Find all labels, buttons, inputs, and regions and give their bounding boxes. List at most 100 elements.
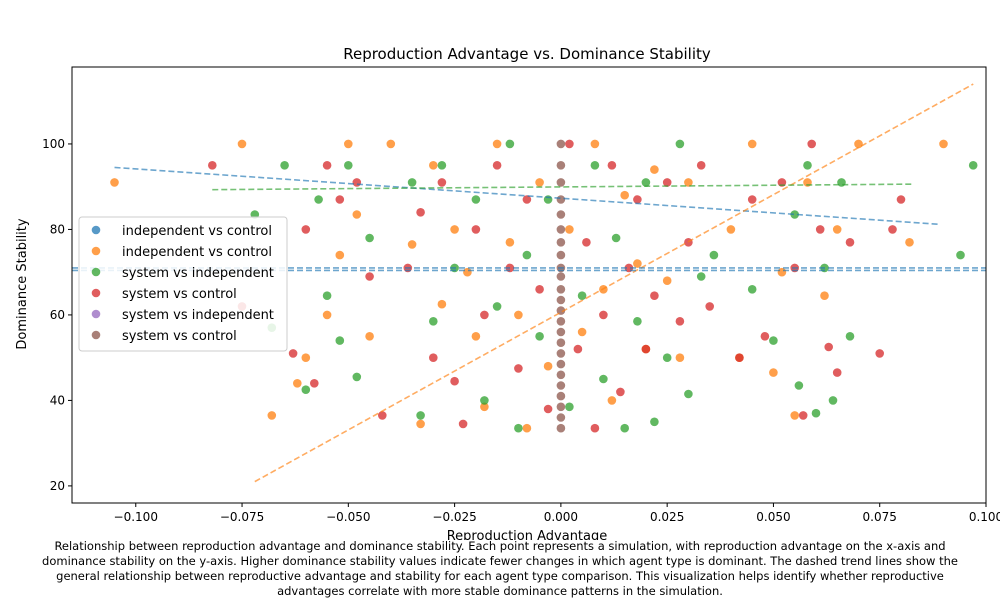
data-point: [480, 396, 489, 405]
data-point: [301, 225, 311, 234]
data-point: [543, 195, 553, 204]
data-point: [684, 389, 693, 399]
data-point: [505, 139, 515, 149]
axes: −0.100 −0.075 −0.050 −0.025 0.000 0.025 0.050 0…: [42, 66, 1000, 524]
data-point: [662, 353, 672, 363]
data-point: [288, 349, 298, 358]
data-point: [641, 344, 651, 354]
data-point: [790, 411, 799, 420]
data-point: [794, 381, 804, 390]
legend-label: system vs independent: [122, 266, 274, 281]
data-point: [429, 161, 438, 170]
data-point: [543, 361, 553, 371]
series-group: [110, 139, 948, 433]
y-tick-label: 40: [50, 393, 65, 407]
data-point: [335, 336, 345, 345]
trend-line: [114, 166, 940, 226]
data-point: [620, 423, 629, 433]
data-point: [905, 238, 914, 247]
data-point: [650, 291, 659, 301]
x-tick-label: 0.000: [544, 510, 578, 524]
data-point: [832, 368, 842, 377]
data-point: [620, 190, 629, 200]
series-group: [556, 139, 566, 433]
data-point: [556, 338, 566, 348]
data-point: [407, 240, 417, 249]
series-group: [208, 139, 906, 433]
data-point: [696, 272, 706, 281]
data-point: [565, 225, 574, 234]
data-point: [556, 272, 566, 281]
series-group: [250, 139, 978, 433]
data-point: [556, 210, 566, 219]
data-point: [301, 353, 311, 363]
data-point: [492, 302, 502, 311]
trend-line: [254, 83, 974, 483]
legend-marker: [91, 330, 101, 340]
x-tick-label: −0.100: [114, 510, 158, 524]
y-axis-label: Dominance Stability: [15, 218, 30, 349]
data-point: [556, 225, 566, 234]
data-point: [556, 139, 566, 149]
data-point: [896, 195, 906, 204]
data-point: [352, 372, 362, 382]
data-point: [939, 139, 948, 149]
data-point: [599, 310, 608, 320]
data-point: [514, 310, 523, 320]
data-point: [845, 332, 855, 341]
data-point: [556, 370, 566, 380]
data-point: [769, 368, 778, 377]
data-point: [416, 419, 425, 429]
data-point: [798, 411, 808, 420]
x-tick-label: 0.025: [650, 510, 684, 524]
data-point: [437, 178, 447, 187]
data-point: [480, 402, 489, 412]
data-point: [556, 250, 566, 260]
data-point: [352, 210, 362, 219]
data-point: [696, 161, 706, 170]
data-point: [237, 139, 247, 149]
data-point: [492, 161, 502, 170]
data-point: [492, 139, 502, 149]
data-point: [828, 396, 838, 405]
data-point: [807, 139, 816, 149]
data-point: [378, 411, 387, 420]
data-point: [675, 353, 685, 363]
data-point: [556, 359, 566, 369]
caption-line: advantages correlate with more stable do…: [277, 584, 723, 598]
data-point: [208, 161, 217, 170]
data-point: [505, 238, 515, 247]
legend-box: [78, 216, 288, 352]
x-axis-label: Reproduction Advantage: [447, 529, 608, 540]
data-point: [416, 208, 425, 217]
data-point: [590, 423, 600, 433]
data-point: [522, 423, 532, 433]
data-point: [607, 161, 617, 170]
chart-title: Reproduction Advantage vs. Dominance Sta…: [343, 45, 711, 63]
x-tick-label: −0.050: [326, 510, 370, 524]
data-point: [335, 195, 345, 204]
data-point: [407, 178, 417, 187]
data-point: [314, 195, 323, 204]
data-point: [322, 310, 332, 320]
data-point: [280, 161, 289, 170]
data-point: [611, 233, 621, 243]
caption-line: Relationship between reproduction advant…: [54, 539, 946, 553]
data-point: [968, 161, 978, 170]
data-point: [437, 161, 447, 170]
data-point: [535, 285, 544, 294]
data-point: [815, 225, 825, 234]
data-point: [633, 317, 642, 326]
data-point: [522, 195, 532, 204]
plot-frame: [71, 66, 987, 504]
data-point: [293, 379, 302, 388]
x-tick-label: 0.075: [863, 510, 897, 524]
data-point: [416, 411, 425, 420]
data-point: [471, 332, 481, 341]
scatter-chart: Reproduction Advantage vs. Dominance Sta…: [15, 45, 1000, 540]
data-point: [110, 178, 119, 187]
data-point: [514, 364, 523, 373]
data-point: [556, 413, 566, 422]
data-point: [322, 291, 332, 301]
data-point: [522, 250, 532, 260]
